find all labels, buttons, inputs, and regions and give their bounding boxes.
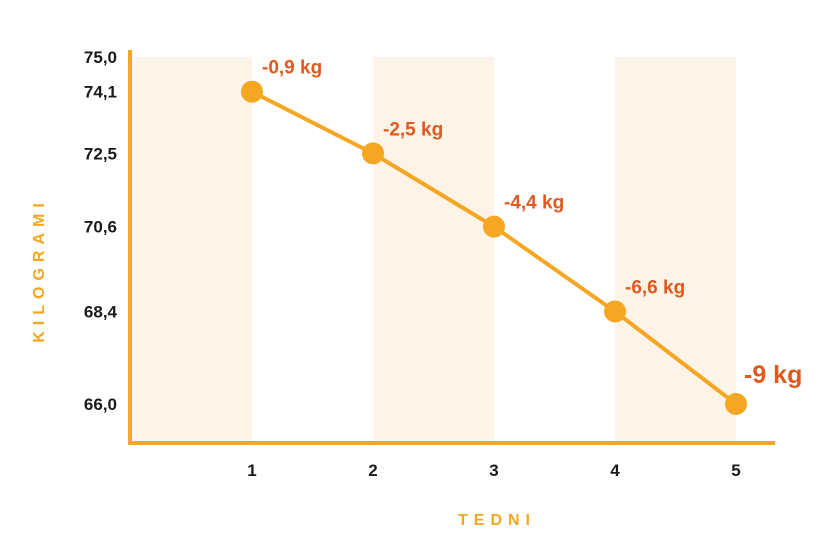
y-tick-label: 72,5 xyxy=(84,144,117,163)
data-point xyxy=(483,215,505,238)
data-points xyxy=(241,80,747,415)
data-point xyxy=(241,80,263,103)
y-tick-label: 74,1 xyxy=(84,83,117,102)
data-point xyxy=(604,300,626,323)
y-tick-labels: 75,0 74,1 72,5 70,6 68,4 66,0 xyxy=(84,48,118,414)
y-tick-label: 75,0 xyxy=(84,48,117,67)
x-tick-label: 5 xyxy=(731,461,740,480)
y-tick-label: 70,6 xyxy=(84,218,117,237)
x-tick-label: 4 xyxy=(610,461,620,480)
data-labels: -0,9 kg -2,5 kg -4,4 kg -6,6 kg -9 kg xyxy=(262,58,802,389)
data-label: -6,6 kg xyxy=(625,277,685,298)
x-tick-label: 3 xyxy=(489,461,498,480)
background-band xyxy=(615,57,736,443)
x-axis-title: TEDNI xyxy=(458,512,536,529)
data-label: -9 kg xyxy=(744,361,802,389)
y-tick-label: 66,0 xyxy=(84,395,117,414)
axes xyxy=(128,50,775,445)
data-label: -0,9 kg xyxy=(262,58,322,79)
y-axis-title: KILOGRAMI xyxy=(31,197,48,343)
background-bands xyxy=(133,57,736,443)
x-tick-label: 1 xyxy=(247,461,256,480)
x-tick-label: 2 xyxy=(368,461,377,480)
data-label: -2,5 kg xyxy=(383,119,443,140)
x-tick-labels: 1 2 3 4 5 xyxy=(247,461,740,480)
data-point xyxy=(362,142,384,165)
data-label: -4,4 kg xyxy=(504,193,564,214)
background-band xyxy=(373,57,494,443)
y-tick-label: 68,4 xyxy=(84,302,118,321)
data-point xyxy=(725,393,747,415)
background-band xyxy=(133,57,252,443)
